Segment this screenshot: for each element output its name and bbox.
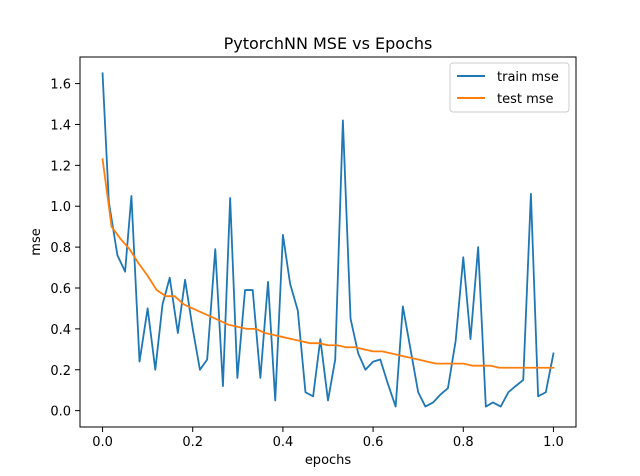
x-tick-label: 0.8	[453, 435, 474, 450]
y-tick-label: 0.8	[50, 241, 71, 256]
x-tick-label: 0.2	[182, 435, 203, 450]
y-tick-label: 1.0	[50, 200, 71, 215]
series-layer	[101, 72, 555, 408]
y-axis: 0.0 0.2 0.4 0.6 0.8 1.0 1.2 1.4 1.6	[50, 78, 80, 420]
y-tick-label: 1.2	[50, 159, 71, 174]
series-line-train-mse	[101, 72, 555, 408]
x-axis: 0.0 0.2 0.4 0.6 0.8 1.0	[92, 427, 564, 450]
x-tick-label: 0.6	[363, 435, 384, 450]
y-tick-label: 0.6	[50, 282, 71, 297]
y-tick-label: 1.4	[50, 118, 71, 133]
legend-label: train mse	[497, 70, 559, 85]
plot-frame	[79, 56, 577, 428]
y-tick-label: 0.4	[50, 323, 71, 338]
x-tick-label: 1.0	[543, 435, 564, 450]
x-tick-label: 0.0	[92, 435, 113, 450]
series-line-test-mse	[101, 158, 555, 369]
y-tick-label: 0.0	[50, 405, 71, 420]
x-tick-label: 0.4	[273, 435, 294, 450]
chart-title: PytorchNN MSE vs Epochs	[224, 34, 433, 53]
legend-label: test mse	[497, 92, 554, 107]
y-tick-label: 1.6	[50, 78, 71, 93]
y-tick-label: 0.2	[50, 364, 71, 379]
legend: train mse test mse	[449, 62, 570, 113]
y-axis-label: mse	[29, 228, 44, 255]
x-axis-label: epochs	[305, 453, 352, 468]
